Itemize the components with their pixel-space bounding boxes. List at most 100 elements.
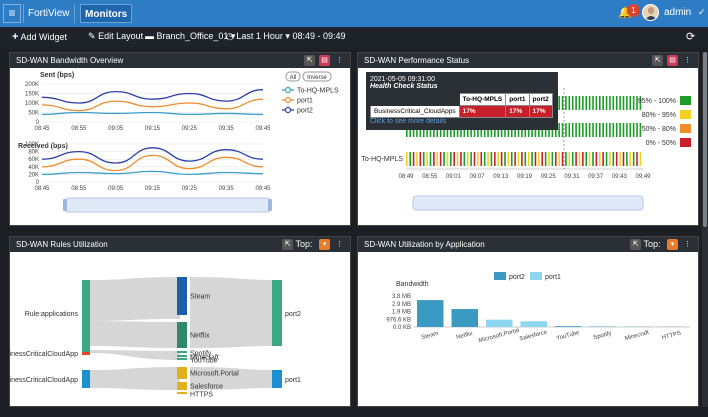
status-bar: [558, 96, 560, 110]
more-options-icon[interactable]: ⋮: [336, 57, 343, 65]
tab-monitors[interactable]: Monitors: [80, 4, 133, 23]
tooltip-corner: [370, 93, 460, 106]
expand-icon[interactable]: ⇱: [652, 55, 663, 67]
status-bar: [534, 152, 537, 166]
x-tick-label: 09:31: [564, 174, 580, 180]
y-tick-label: 20K: [28, 172, 39, 178]
top-count-selector[interactable]: ▾: [667, 239, 678, 251]
bar-port1: [486, 319, 513, 327]
chevron-down-icon[interactable]: ✓: [698, 7, 706, 17]
application-bar-chart[interactable]: port2 port1 Bandwidth 3.8 MB 2.9 MB 1.9 MB976…: [358, 252, 698, 406]
device-icon: ▬: [145, 31, 154, 41]
alert-count-badge[interactable]: 1: [627, 4, 640, 17]
sankey-link: [88, 367, 180, 390]
sankey-chart[interactable]: Rule:applications inessCriticalCloudApp in…: [10, 252, 350, 406]
bar-port2: [555, 326, 582, 327]
hamburger-icon[interactable]: ≡: [3, 4, 21, 23]
x-tick-label: 09:45: [255, 126, 271, 132]
status-bar: [609, 96, 611, 110]
sankey-link: [88, 321, 180, 348]
status-bar: [473, 152, 476, 166]
status-bar: [585, 96, 588, 110]
edit-icon: ✎: [88, 31, 96, 41]
tooltip-heading: Health Check Status: [370, 83, 438, 90]
tab-fortiview[interactable]: FortiView: [23, 4, 75, 23]
status-bar: [538, 152, 540, 166]
status-bar: [615, 123, 618, 137]
time-range-selector[interactable]: ◷ Last 1 Hour ▾ 08:49 - 09:49: [226, 31, 346, 41]
tooltip-details-link[interactable]: Click to see more details: [370, 118, 447, 125]
status-bar: [639, 152, 642, 166]
chart-type-icon[interactable]: ▤: [319, 55, 330, 67]
x-tick-label: 09:15: [145, 186, 161, 192]
status-bar: [483, 152, 486, 166]
status-bar: [422, 123, 425, 137]
tooltip-value: 17%: [528, 105, 553, 118]
widget-header: SD-WAN Performance Status ⇱ ▤ ⋮: [358, 53, 698, 68]
status-bar: [460, 123, 462, 137]
status-bar: [521, 152, 523, 166]
status-bar: [504, 152, 506, 166]
sankey-middle-label: Netflix: [190, 333, 210, 340]
edit-layout-button[interactable]: ✎ Edit Layout: [88, 31, 143, 42]
status-bar: [453, 123, 455, 137]
expand-icon[interactable]: ⇱: [282, 239, 294, 251]
expand-icon[interactable]: ⇱: [304, 55, 315, 67]
more-options-icon[interactable]: ⋮: [336, 241, 343, 249]
expand-icon[interactable]: ⇱: [630, 239, 642, 251]
bar-port2: [417, 300, 444, 327]
status-bar: [588, 152, 591, 166]
status-bar: [619, 96, 621, 110]
widget-header: SD-WAN Bandwidth Overview ⇱ ▤ ⋮: [10, 53, 350, 68]
status-bar: [483, 123, 486, 137]
status-bar: [622, 123, 625, 137]
status-bar: [422, 152, 425, 166]
scrollbar-thumb[interactable]: [703, 52, 707, 227]
y-tick-label: 100K: [25, 142, 39, 148]
widget-body: port2 port1 Bandwidth 3.8 MB 2.9 MB 1.9 MB 976…: [358, 252, 698, 406]
device-selector[interactable]: ▬ Branch_Office_01 ▾: [145, 31, 236, 41]
status-bar: [453, 152, 455, 166]
x-tick-label: 08:55: [422, 174, 438, 180]
top-count-selector[interactable]: ▾: [319, 239, 330, 251]
status-bar: [477, 152, 479, 166]
status-bar: [412, 152, 415, 166]
refresh-icon[interactable]: ⟳: [686, 31, 696, 43]
add-widget-button[interactable]: + Add Widget: [12, 31, 67, 43]
status-bar: [632, 152, 635, 166]
widget-header: SD-WAN Utilization by Application ⇱ Top:…: [358, 237, 698, 252]
toolbar: + Add Widget ✎ Edit Layout ▬ Branch_Offi…: [0, 27, 708, 47]
bandwidth-chart[interactable]: Sent (bps) Received (bps) 200K 150K 100K 50K 0…: [10, 68, 350, 225]
status-bar: [544, 123, 547, 137]
status-bar: [609, 152, 611, 166]
widget-header: SD-WAN Rules Utilization ⇱ Top: ▾ ⋮: [10, 237, 350, 252]
status-bar: [626, 96, 628, 110]
y-tick-label: 2.9 MB: [392, 302, 411, 308]
more-options-icon[interactable]: ⋮: [684, 57, 691, 65]
status-bar: [500, 152, 503, 166]
status-bar: [582, 96, 584, 110]
sankey-middle-label: Microsoft.Portal: [190, 371, 239, 378]
chart-type-icon[interactable]: ▤: [667, 55, 678, 67]
sankey-middle-label: Salesforce: [190, 384, 223, 391]
status-bar: [436, 152, 439, 166]
status-bar: [605, 96, 608, 110]
status-bar: [439, 123, 442, 137]
status-bar: [558, 123, 560, 137]
status-bar: [409, 152, 411, 166]
application-utilization-widget: SD-WAN Utilization by Application ⇱ Top:…: [357, 236, 699, 407]
status-bar: [534, 123, 537, 137]
legend-label: port2: [297, 108, 313, 115]
sankey-node-left: [82, 370, 90, 388]
row-label: To-HQ-MPLS: [361, 156, 403, 163]
time-range-slider: [64, 197, 271, 213]
user-name[interactable]: admin: [664, 7, 692, 18]
page-scrollbar[interactable]: [702, 52, 708, 407]
add-widget-label: Add Widget: [20, 32, 67, 42]
legend-swatch: [494, 272, 506, 280]
avatar[interactable]: [642, 4, 659, 21]
status-bar: [460, 152, 462, 166]
x-tick-label: 09:25: [541, 174, 557, 180]
status-bar: [565, 96, 567, 110]
more-options-icon[interactable]: ⋮: [684, 241, 691, 249]
